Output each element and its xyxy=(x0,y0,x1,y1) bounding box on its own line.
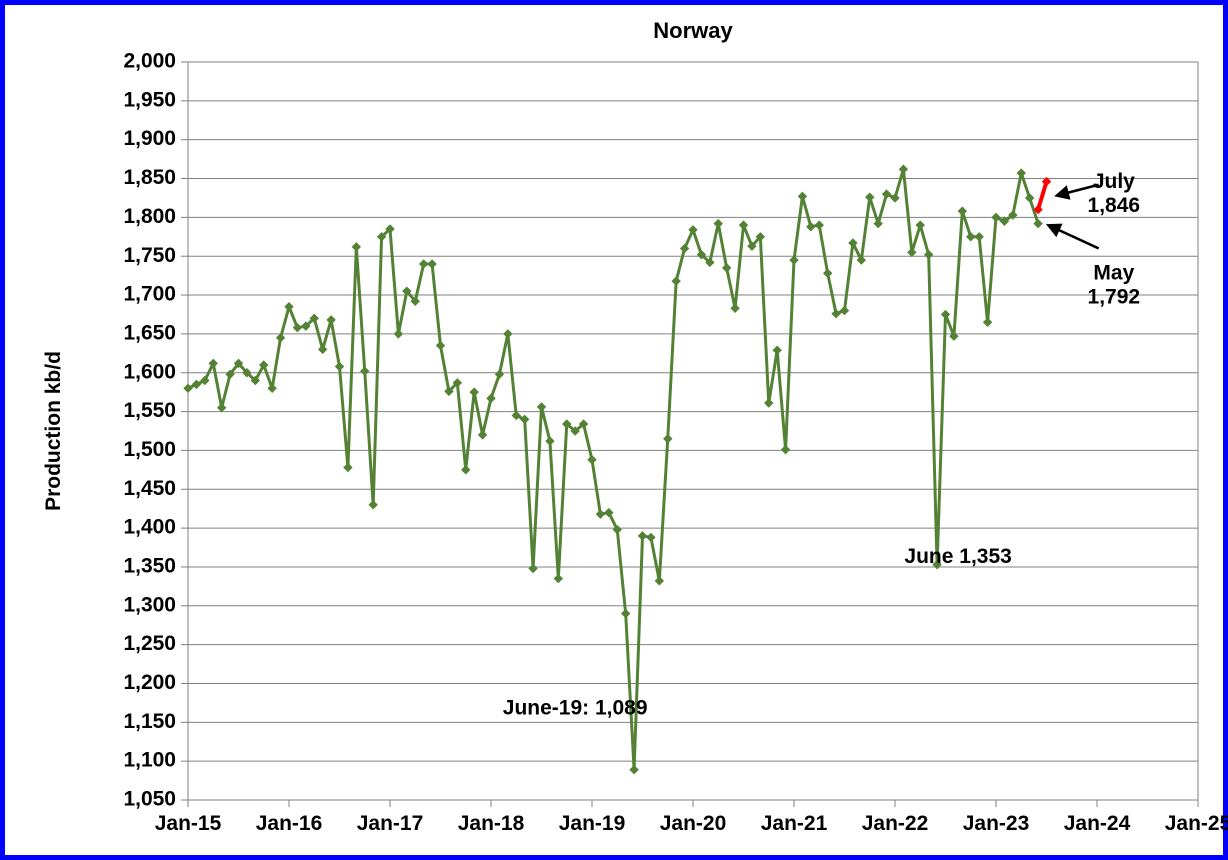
x-tick-label: Jan-16 xyxy=(256,812,323,835)
y-tick-label: 1,900 xyxy=(123,127,176,150)
annotation: June 1,353 xyxy=(904,545,1011,568)
x-tick-label: Jan-20 xyxy=(660,812,727,835)
y-tick-label: 1,550 xyxy=(123,399,176,422)
x-tick-label: Jan-18 xyxy=(458,812,525,835)
annotation-text: June 1,353 xyxy=(904,545,1011,568)
x-tick-label: Jan-17 xyxy=(357,812,424,835)
y-tick-label: 1,650 xyxy=(123,321,176,344)
x-tick-label: Jan-24 xyxy=(1064,812,1131,835)
y-tick-label: 1,150 xyxy=(123,710,176,733)
y-tick-label: 1,700 xyxy=(123,283,176,306)
y-tick-label: 1,300 xyxy=(123,593,176,616)
norway-production-chart: 1,050 1,100 1,150 1,200 1,250 1,300 1,350 1,400… xyxy=(0,0,1228,860)
y-tick-label: 1,450 xyxy=(123,477,176,500)
annotation-text: 1,792 xyxy=(1088,286,1141,309)
x-tick-label: Jan-19 xyxy=(559,812,626,835)
x-tick-label: Jan-22 xyxy=(862,812,929,835)
y-tick-label: 1,050 xyxy=(123,788,176,811)
annotation-text: May xyxy=(1093,262,1134,285)
plot-area xyxy=(188,62,1198,800)
y-tick-label: 1,250 xyxy=(123,632,176,655)
x-tick-label: Jan-25 xyxy=(1165,812,1228,835)
y-tick-label: 1,950 xyxy=(123,88,176,111)
y-tick-label: 1,100 xyxy=(123,749,176,772)
y-tick-label: 1,200 xyxy=(123,671,176,694)
y-axis-label: Production kb/d xyxy=(42,351,65,511)
y-tick-label: 1,400 xyxy=(123,516,176,539)
annotation: June-19: 1,089 xyxy=(503,697,648,720)
chart-title: Norway xyxy=(653,18,733,43)
y-tick-label: 1,850 xyxy=(123,166,176,189)
annotation-text: July xyxy=(1093,170,1135,193)
chart-container: 1,050 1,100 1,150 1,200 1,250 1,300 1,350 1,400… xyxy=(0,0,1228,860)
y-tick-label: 1,800 xyxy=(123,205,176,228)
annotation-text: 1,846 xyxy=(1088,194,1141,217)
x-tick-label: Jan-23 xyxy=(963,812,1030,835)
y-tick-label: 1,600 xyxy=(123,360,176,383)
y-tick-label: 1,500 xyxy=(123,438,176,461)
y-tick-label: 2,000 xyxy=(123,50,176,73)
y-tick-label: 1,350 xyxy=(123,554,176,577)
x-tick-label: Jan-15 xyxy=(155,812,222,835)
annotation-text: June-19: 1,089 xyxy=(503,697,648,720)
x-tick-label: Jan-21 xyxy=(761,812,828,835)
y-tick-label: 1,750 xyxy=(123,244,176,267)
